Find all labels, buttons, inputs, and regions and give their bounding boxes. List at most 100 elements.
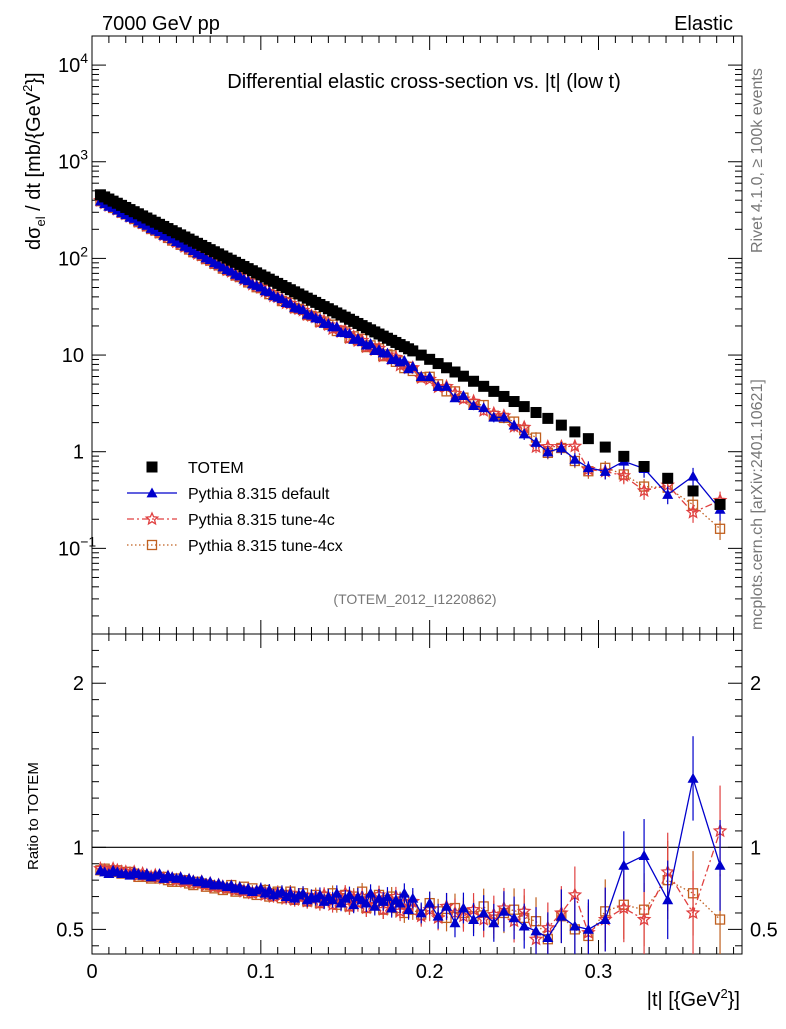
ratio-panel-frame: [91, 633, 743, 955]
main-marker-tune4c: [476, 403, 492, 417]
analysis-watermark: (TOTEM_2012_I1220862): [333, 591, 496, 607]
main-marker-default: [555, 442, 567, 453]
main-marker-totem: [542, 412, 554, 424]
ratio-marker-default: [530, 925, 542, 936]
ratio-marker-default: [488, 917, 500, 928]
legend-marker-totem: [146, 461, 158, 473]
main-marker-default: [415, 371, 427, 381]
main-marker-default: [508, 419, 520, 430]
ratio-marker-tune4c: [685, 905, 701, 920]
rivet-version-label: Rivet 4.1.0, ≥ 100k events: [749, 68, 766, 253]
main-y-tick-label: 102: [58, 243, 88, 270]
ratio-marker-default: [498, 905, 510, 916]
xlabel-sup: 2: [721, 986, 728, 1001]
main-marker-totem: [449, 366, 461, 378]
legend-marker-tune4cx: [146, 539, 158, 551]
main-marker-totem: [432, 358, 444, 370]
main-marker-totem: [488, 385, 500, 397]
ratio-marker-default: [331, 887, 343, 898]
ylabel-sup: 2: [20, 85, 35, 92]
main-y-tick-base: 10: [58, 538, 80, 560]
main-marker-default: [457, 390, 469, 401]
ylabel-rest: / dt [mb/{GeV: [23, 91, 45, 216]
ratio-y-tick-label-left: 0.5: [56, 919, 84, 941]
ratio-marker-default: [369, 900, 381, 911]
main-marker-tune4c: [685, 504, 701, 519]
main-y-tick-label: 10−1: [58, 533, 96, 560]
ratio-marker-default: [255, 882, 267, 893]
ratio-series-group: [93, 736, 728, 954]
x-axis-label: |t| [{GeV2}]: [647, 986, 740, 1011]
ratio-x-tick-label: 0.2: [416, 961, 444, 983]
main-marker-default: [518, 428, 530, 439]
main-marker-default: [331, 321, 343, 332]
ratio-marker-default: [348, 899, 360, 910]
main-marker-totem: [407, 345, 419, 357]
main-y-tick-exp: 4: [80, 50, 88, 66]
main-y-tick-label: 1: [73, 442, 84, 464]
main-marker-totem: [714, 498, 726, 510]
main-marker-totem: [478, 380, 490, 392]
main-marker-default: [498, 411, 510, 422]
energy-label: 7000 GeV pp: [102, 13, 220, 35]
main-y-tick-label: 103: [58, 147, 88, 174]
xlabel-main: |t| [{GeV: [647, 989, 721, 1011]
main-marker-totem: [638, 460, 650, 472]
main-y-tick-label: 10: [62, 345, 84, 367]
ratio-marker-default: [555, 910, 567, 921]
ratio-marker-default: [263, 884, 275, 895]
chart-title: Differential elastic cross-section vs. |…: [227, 71, 620, 93]
main-marker-default: [468, 400, 480, 411]
ratio-marker-default: [327, 894, 339, 905]
main-marker-totem: [457, 370, 469, 382]
main-y-tick-exp: −1: [80, 533, 96, 549]
ratio-marker-default: [457, 902, 469, 913]
ratio-x-tick-label: 0.3: [585, 961, 613, 983]
ratio-y-tick-label-left: 1: [73, 837, 84, 859]
main-marker-default: [441, 381, 453, 391]
main-marker-default: [343, 328, 355, 339]
main-marker-totem: [530, 406, 542, 418]
ratio-clipped-group: [93, 736, 728, 954]
main-marker-totem: [441, 362, 453, 374]
main-y-tick-exp: 3: [80, 147, 88, 163]
main-marker-totem: [518, 401, 530, 413]
main-marker-default: [582, 462, 594, 473]
main-marker-totem: [498, 390, 510, 402]
main-marker-default: [432, 380, 444, 391]
ratio-marker-default: [714, 859, 726, 870]
ratio-marker-default: [599, 914, 611, 924]
ratio-marker-default: [424, 897, 436, 908]
ratio-marker-default: [276, 886, 288, 897]
main-marker-default: [449, 392, 461, 403]
main-marker-totem: [468, 375, 480, 387]
ylabel-end: }]: [23, 72, 45, 84]
ratio-marker-default: [508, 912, 520, 923]
ratio-marker-default: [360, 897, 372, 908]
ratio-marker-default: [432, 910, 444, 921]
main-marker-totem: [508, 396, 520, 408]
ratio-marker-default: [582, 923, 594, 934]
main-marker-tune4cx: [714, 523, 726, 534]
ratio-marker-tune4c: [567, 887, 583, 902]
main-y-axis-label: dσel / dt [mb/{GeV2}]: [20, 72, 48, 250]
main-marker-totem: [618, 450, 630, 462]
ratio-marker-default: [365, 887, 377, 898]
main-marker-tune4c: [422, 371, 438, 386]
ylabel-sub: el: [33, 216, 48, 226]
main-y-tick-label: 104: [58, 50, 88, 77]
ratio-marker-default: [478, 907, 490, 918]
mcplots-label: mcplots.cern.ch [arXiv:2401.10621]: [749, 379, 766, 630]
ratio-y-tick-label-right: 1: [750, 837, 761, 859]
ratio-x-tick-label: 0.1: [247, 961, 275, 983]
main-marker-default: [407, 360, 419, 371]
ratio-y-tick-label-left: 2: [73, 673, 84, 695]
main-series-group: [93, 189, 728, 541]
main-marker-default: [542, 446, 554, 457]
ratio-marker-default: [407, 892, 419, 903]
process-label: Elastic: [674, 13, 733, 35]
ratio-marker-default: [618, 859, 630, 870]
main-y-tick-base: 1: [73, 442, 84, 464]
ratio-marker-default: [314, 889, 326, 900]
